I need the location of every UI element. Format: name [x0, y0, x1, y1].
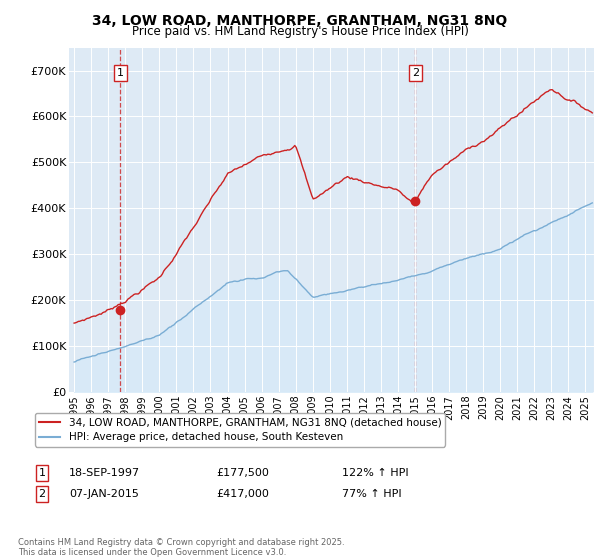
Legend: 34, LOW ROAD, MANTHORPE, GRANTHAM, NG31 8NQ (detached house), HPI: Average price: 34, LOW ROAD, MANTHORPE, GRANTHAM, NG31 …	[35, 413, 445, 446]
Text: £177,500: £177,500	[216, 468, 269, 478]
Text: 34, LOW ROAD, MANTHORPE, GRANTHAM, NG31 8NQ: 34, LOW ROAD, MANTHORPE, GRANTHAM, NG31 …	[92, 14, 508, 28]
Text: 2: 2	[38, 489, 46, 499]
Text: Price paid vs. HM Land Registry's House Price Index (HPI): Price paid vs. HM Land Registry's House …	[131, 25, 469, 38]
Text: 77% ↑ HPI: 77% ↑ HPI	[342, 489, 401, 499]
Text: 122% ↑ HPI: 122% ↑ HPI	[342, 468, 409, 478]
Text: 18-SEP-1997: 18-SEP-1997	[69, 468, 140, 478]
Text: Contains HM Land Registry data © Crown copyright and database right 2025.
This d: Contains HM Land Registry data © Crown c…	[18, 538, 344, 557]
Text: 1: 1	[38, 468, 46, 478]
Text: £417,000: £417,000	[216, 489, 269, 499]
Text: 2: 2	[412, 68, 419, 78]
Text: 1: 1	[117, 68, 124, 78]
Text: 07-JAN-2015: 07-JAN-2015	[69, 489, 139, 499]
